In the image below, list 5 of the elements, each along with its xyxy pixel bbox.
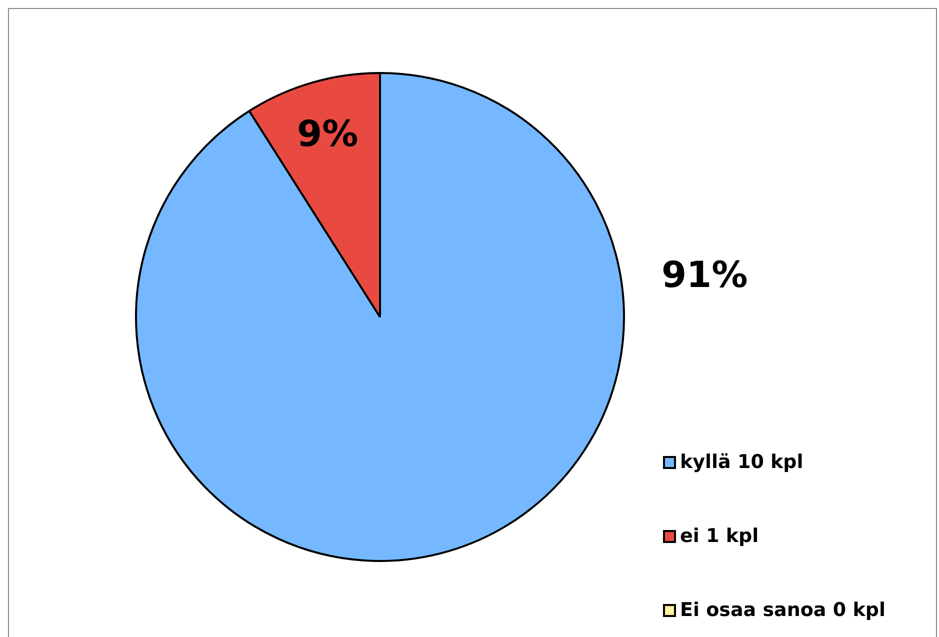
legend-label: ei 1 kpl [680, 525, 759, 547]
legend-label: kyllä 10 kpl [680, 451, 804, 473]
data-label: 9% [297, 114, 358, 155]
data-label: 91% [661, 254, 748, 296]
legend-label: Ei osaa sanoa 0 kpl [680, 599, 886, 621]
